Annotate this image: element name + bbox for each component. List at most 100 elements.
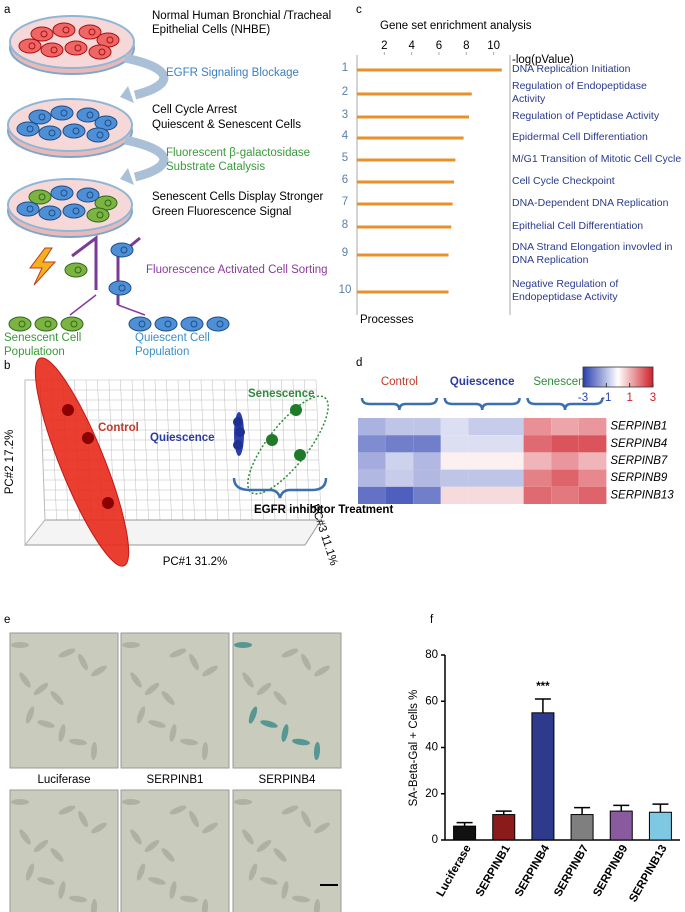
cell-image bbox=[78, 653, 88, 671]
axis-label: Processes bbox=[360, 314, 414, 326]
nucleus bbox=[44, 320, 52, 328]
cell-image bbox=[11, 642, 29, 648]
cell-image bbox=[37, 877, 55, 885]
row-label: SERPINB13 bbox=[610, 489, 674, 501]
quiescence-sample bbox=[233, 417, 243, 427]
cell-image bbox=[292, 738, 310, 746]
heat-cell bbox=[523, 418, 552, 436]
cell bbox=[110, 242, 134, 258]
heat-cell bbox=[468, 452, 496, 470]
cell-image bbox=[301, 653, 311, 671]
error-bar bbox=[574, 806, 591, 815]
heat-cell bbox=[440, 469, 469, 487]
group-bracket bbox=[443, 397, 521, 411]
cell bbox=[128, 316, 152, 332]
cell bbox=[28, 189, 52, 205]
nucleus bbox=[38, 113, 46, 121]
process-arrow bbox=[124, 135, 169, 182]
row-label: SERPINB7 bbox=[610, 455, 667, 467]
category-label: M/G1 Transition of Mitotic Cell Cycle bbox=[512, 153, 681, 165]
heat-cell bbox=[551, 418, 579, 436]
heat-cell bbox=[413, 435, 441, 453]
colorbar bbox=[582, 366, 654, 388]
cell-image bbox=[189, 810, 199, 828]
cell-image bbox=[242, 829, 254, 845]
cell bbox=[38, 125, 62, 141]
group-bracket bbox=[360, 397, 439, 411]
heat-cell bbox=[523, 435, 552, 453]
nucleus bbox=[120, 246, 128, 254]
nucleus bbox=[98, 48, 106, 56]
rank-label: 9 bbox=[342, 247, 348, 259]
cell-image bbox=[130, 829, 142, 845]
cell-image bbox=[69, 895, 87, 903]
heat-cell bbox=[413, 418, 441, 436]
nucleus bbox=[72, 127, 80, 135]
annotation: *** bbox=[536, 681, 550, 693]
y-tick-label: 80 bbox=[425, 649, 438, 661]
cell bbox=[16, 121, 40, 137]
chart-title: Gene set enrichment analysis bbox=[380, 20, 532, 32]
heat-cell bbox=[468, 418, 496, 436]
category-label: Regulation of Endopeptidase Activity bbox=[512, 80, 647, 105]
cell-image bbox=[148, 720, 166, 728]
cell-image bbox=[273, 848, 287, 862]
nucleus bbox=[96, 211, 104, 219]
error-bar bbox=[534, 698, 551, 713]
heat-cell bbox=[523, 469, 552, 487]
cell bbox=[86, 207, 110, 223]
cell bbox=[50, 105, 74, 121]
cell bbox=[16, 201, 40, 217]
image-label: SERPINB1 bbox=[147, 774, 204, 786]
heat-cell bbox=[578, 418, 607, 436]
heat-cell bbox=[578, 486, 607, 504]
cell-image bbox=[37, 720, 55, 728]
cell bbox=[154, 316, 178, 332]
cell-image bbox=[281, 724, 289, 742]
group-label: Quiescence bbox=[450, 376, 515, 388]
heat-cell bbox=[385, 418, 414, 436]
population-text: Populatioon bbox=[4, 346, 65, 358]
nucleus bbox=[60, 189, 68, 197]
population-text: Population bbox=[135, 346, 189, 358]
arrow-head bbox=[120, 168, 134, 185]
cell bbox=[62, 203, 86, 219]
cell-image bbox=[69, 738, 87, 746]
bar bbox=[531, 712, 555, 841]
category-label: DNA Strand Elongation invovled in DNA Re… bbox=[512, 241, 673, 266]
cell bbox=[30, 26, 54, 42]
cell-image bbox=[136, 706, 146, 724]
cell-image bbox=[130, 672, 142, 688]
cell-image bbox=[25, 706, 35, 724]
category-text: Epithelial Cell Differentiation bbox=[512, 219, 644, 232]
axis-label: SA-Beta-Gal + Cells % bbox=[408, 690, 420, 807]
step-text: Epithelial Cells (NHBE) bbox=[152, 24, 270, 36]
nucleus bbox=[104, 199, 112, 207]
row-label: SERPINB9 bbox=[610, 472, 667, 484]
category-text: Epidermal Cell Differentiation bbox=[512, 130, 648, 143]
x-tick-label: 10 bbox=[487, 40, 500, 52]
nucleus bbox=[26, 125, 34, 133]
cell bbox=[8, 316, 32, 332]
nucleus bbox=[28, 42, 36, 50]
heat-cell bbox=[496, 452, 524, 470]
category-label: DNA Replication Initiation bbox=[512, 63, 630, 75]
cell-image bbox=[122, 642, 140, 648]
axis-label: PC#1 31.2% bbox=[163, 556, 228, 568]
cell bbox=[64, 262, 88, 278]
x-tick-label: SERPINB9 bbox=[591, 843, 630, 899]
image-label: SERPINB4 bbox=[259, 774, 316, 786]
cell-image bbox=[11, 799, 29, 805]
rank-label: 4 bbox=[342, 130, 349, 142]
group-label: Control bbox=[98, 422, 139, 434]
cell-image bbox=[58, 805, 76, 815]
bar bbox=[492, 814, 516, 841]
cell-image bbox=[144, 682, 160, 696]
heat-cell bbox=[385, 452, 414, 470]
panel-label: f bbox=[430, 614, 434, 626]
cell-image bbox=[313, 742, 321, 760]
colorbar-label: 1 bbox=[626, 392, 632, 404]
x-tick-label: SERPINB4 bbox=[513, 843, 552, 899]
nucleus bbox=[104, 119, 112, 127]
